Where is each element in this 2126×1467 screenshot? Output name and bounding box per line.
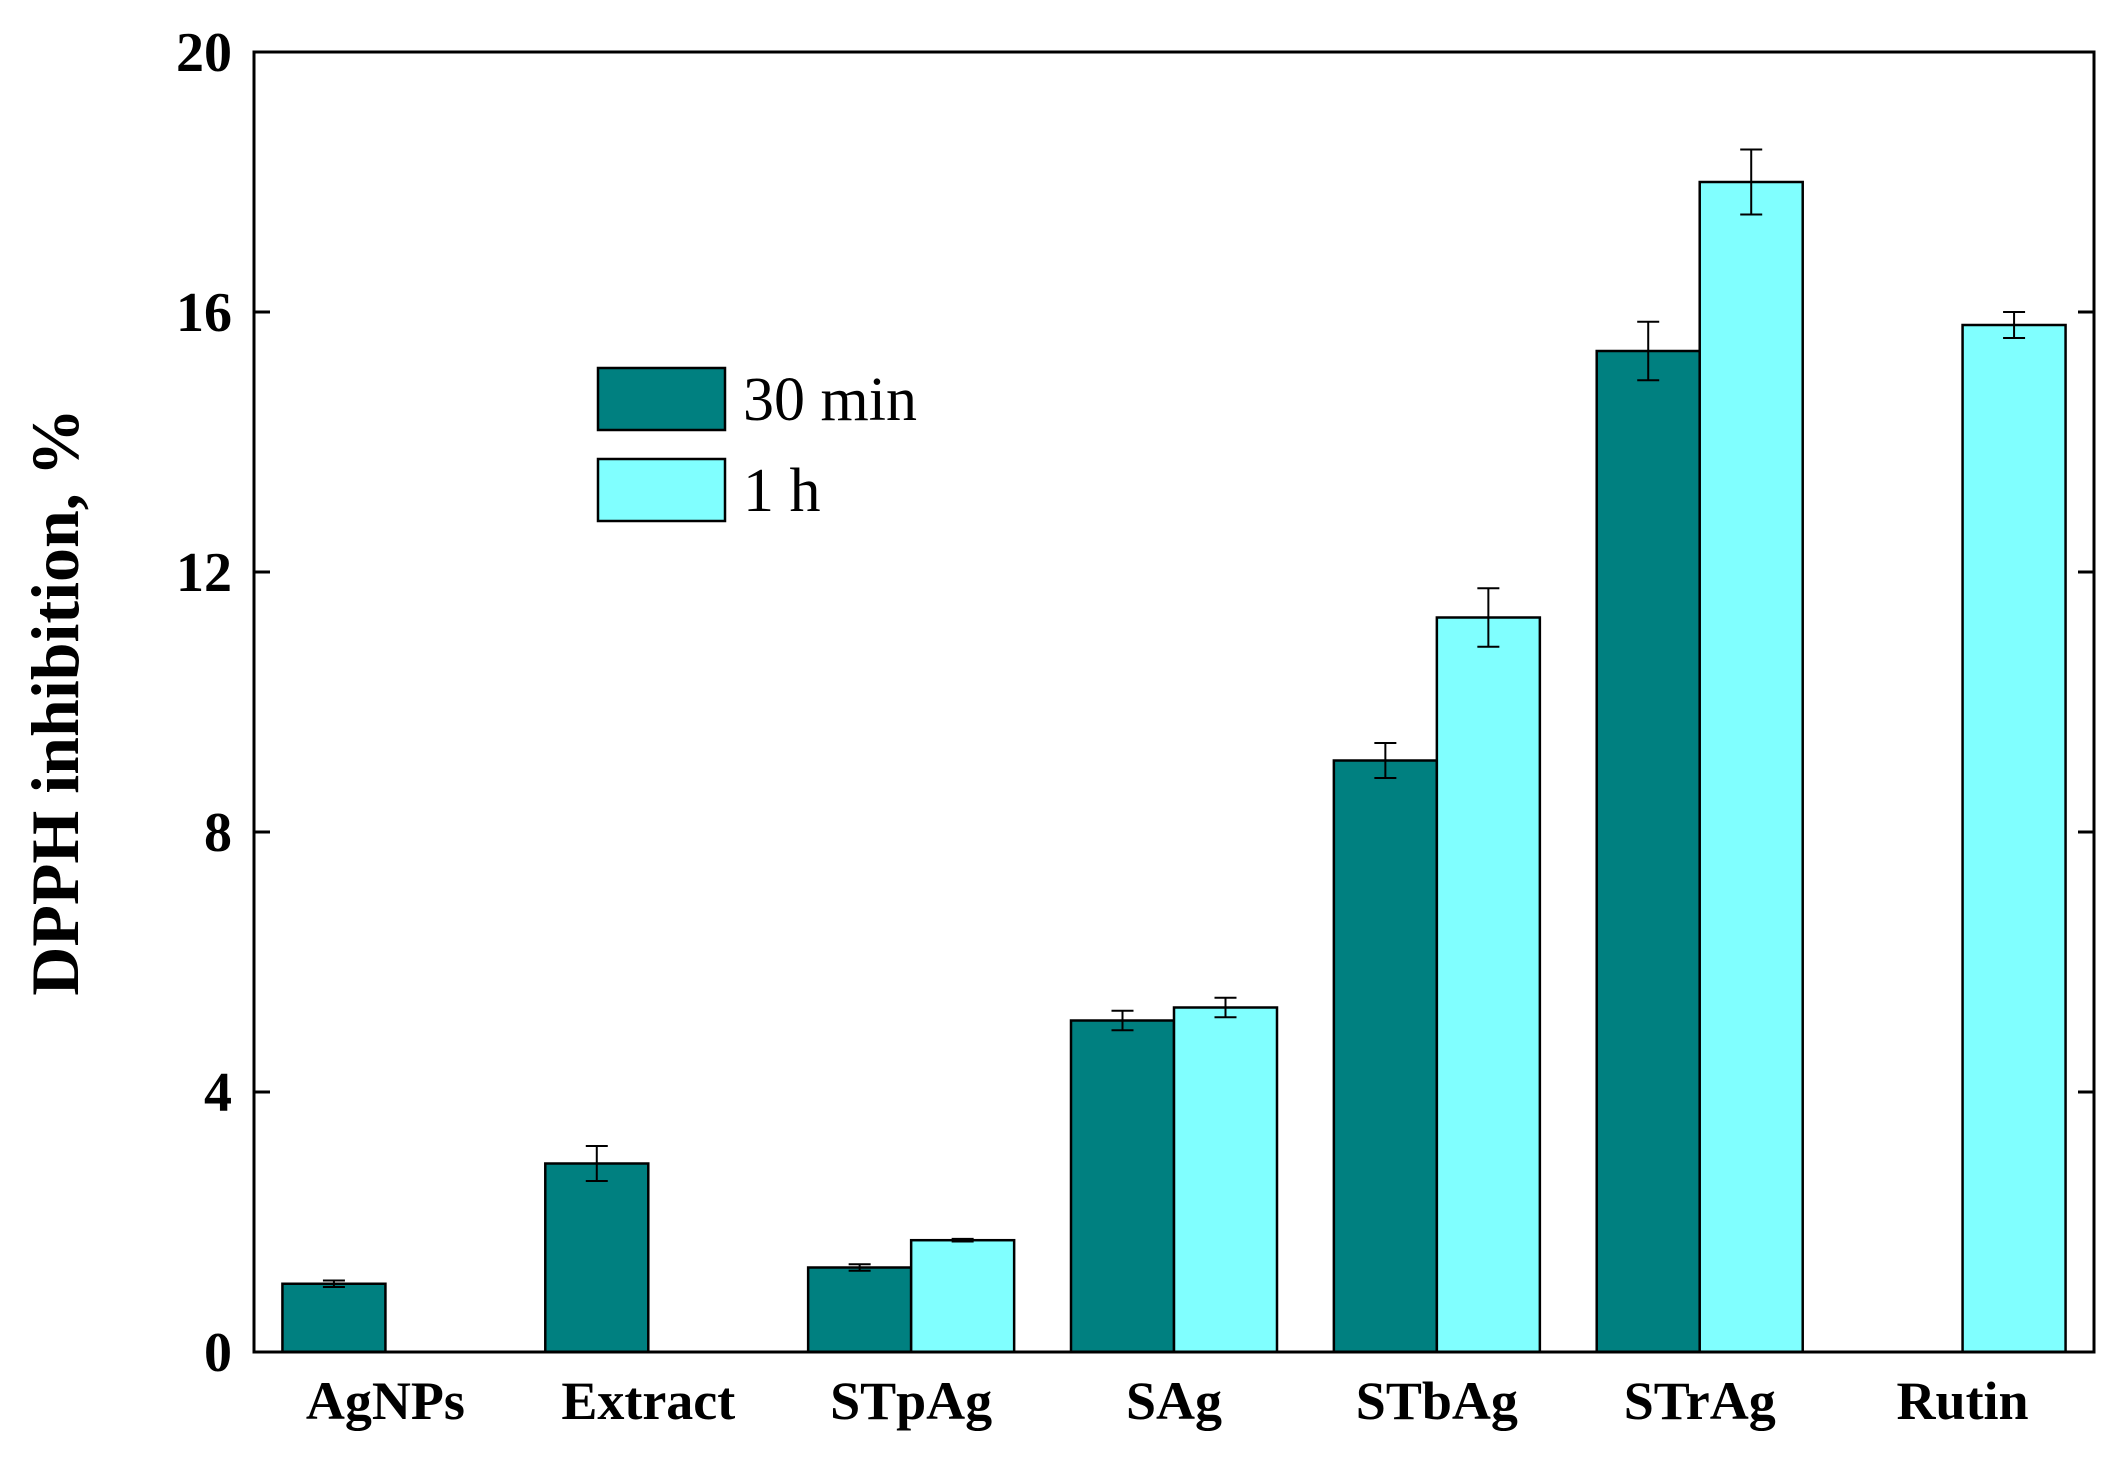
- bar-rutin-series2: [1961, 323, 2067, 1354]
- bar-strag-series1: [1595, 349, 1701, 1354]
- y-tick-label: 8: [204, 802, 232, 864]
- bar-extract-series1: [544, 1162, 650, 1354]
- bar-agnps-series1: [281, 1282, 387, 1354]
- x-category-label: STrAg: [1624, 1371, 1776, 1431]
- x-axis: AgNPs Extract STpAg SAg STbAg STrAg Rutin: [306, 1371, 2029, 1431]
- bar-strag-series2: [1698, 180, 1804, 1354]
- bars-layer: [281, 180, 2067, 1354]
- y-tick-label: 0: [204, 1322, 232, 1384]
- legend: 30 min 1 h: [596, 366, 917, 525]
- y-tick-label: 20: [176, 22, 232, 84]
- plot-frame: [252, 50, 2096, 1354]
- x-category-label: STbAg: [1356, 1371, 1518, 1431]
- y-tick-label: 4: [204, 1062, 232, 1124]
- bar-stpag-series1: [806, 1266, 913, 1354]
- bar-stbag-series1: [1332, 759, 1439, 1354]
- x-category-label: Rutin: [1897, 1371, 2029, 1431]
- legend-swatch: [596, 457, 727, 523]
- y-axis: 0 4 8 12 16 20: [176, 22, 2094, 1384]
- legend-swatch: [596, 366, 727, 432]
- error-bars-layer: [322, 148, 2026, 1288]
- legend-label: 1 h: [743, 457, 821, 525]
- x-category-label: SAg: [1126, 1371, 1222, 1431]
- x-category-label: Extract: [561, 1371, 735, 1431]
- x-category-label: AgNPs: [306, 1371, 465, 1431]
- x-category-label: STpAg: [830, 1371, 992, 1431]
- y-tick-label: 16: [176, 282, 232, 344]
- bar-stbag-series2: [1435, 616, 1542, 1354]
- legend-label: 30 min: [743, 366, 917, 434]
- bar-sag-series2: [1172, 1006, 1279, 1354]
- y-axis-title: DPPH inhibition, %: [17, 408, 93, 996]
- y-tick-label: 12: [176, 542, 232, 604]
- bar-sag-series1: [1069, 1019, 1176, 1354]
- bar-stpag-series2: [909, 1238, 1016, 1354]
